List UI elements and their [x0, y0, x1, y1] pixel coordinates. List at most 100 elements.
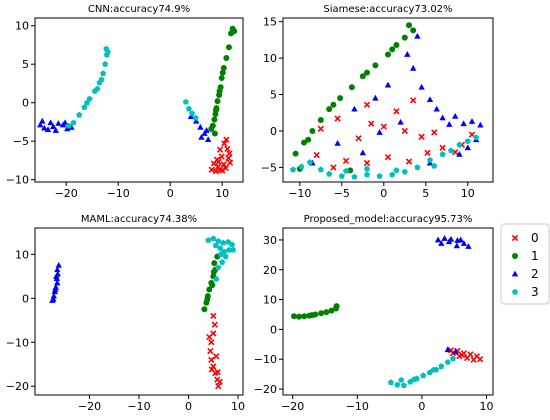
data-point-class-0: [226, 150, 233, 157]
data-point-class-0: [208, 356, 215, 364]
points: [290, 22, 484, 180]
x-tick-label: 0: [167, 187, 174, 200]
data-point-class-2: [404, 51, 411, 57]
data-point-class-3: [81, 104, 88, 110]
y-tick-label: 30: [263, 234, 277, 247]
data-point-class-2: [434, 236, 442, 243]
data-point-class-1: [218, 75, 225, 82]
data-point-class-2: [414, 32, 421, 39]
x-tick-label: 10: [231, 400, 245, 413]
data-point-class-0: [210, 160, 218, 167]
data-point-class-1: [328, 307, 335, 314]
y-tick-label: 0: [270, 125, 277, 138]
data-point-class-0: [424, 149, 431, 157]
data-point-class-3: [220, 239, 227, 246]
data-point-class-1: [372, 62, 379, 69]
data-point-class-3: [86, 95, 93, 102]
data-point-class-0: [210, 312, 217, 320]
data-point-class-2: [460, 240, 468, 246]
data-point-class-1: [348, 84, 355, 91]
y-tick-label: 10: [263, 294, 277, 307]
data-point-class-0: [214, 368, 221, 376]
data-point-class-3: [217, 245, 224, 251]
data-point-class-0: [207, 347, 214, 355]
data-point-class-1: [406, 22, 412, 29]
subplot-3: MAML:accuracy74.38% −20 −10 0 10 −20 −10 0 10: [6, 214, 245, 413]
y-tick-label: 0: [270, 323, 277, 336]
data-point-class-0: [317, 125, 324, 132]
legend-label: 3: [531, 285, 539, 299]
data-point-class-0: [405, 158, 413, 165]
data-point-class-2: [334, 139, 341, 146]
data-point-class-2: [359, 149, 366, 156]
x-tick-label: −20: [78, 400, 101, 413]
subplot-title: MAML:accuracy74.38%: [81, 214, 197, 225]
data-point-class-3: [363, 165, 371, 172]
data-point-class-2: [52, 127, 59, 133]
data-point-class-1: [208, 125, 215, 132]
data-point-class-0: [410, 97, 417, 104]
data-point-class-2: [446, 121, 453, 127]
data-point-class-0: [363, 101, 371, 108]
legend: 0 1 2 3: [500, 223, 550, 305]
data-point-class-2: [50, 295, 57, 302]
data-point-class-2: [351, 105, 358, 112]
x-tick-label: −10: [346, 400, 369, 413]
data-point-class-0: [313, 151, 320, 159]
data-point-class-3: [420, 372, 427, 379]
data-point-class-3: [456, 141, 463, 148]
data-point-class-3: [394, 381, 401, 388]
x-tick-label: −20: [55, 187, 78, 200]
data-point-class-0: [208, 339, 215, 346]
data-point-class-2: [439, 114, 446, 121]
data-point-class-0: [463, 354, 471, 362]
data-point-class-0: [212, 168, 220, 175]
data-point-class-1: [211, 116, 218, 123]
data-point-class-3: [439, 151, 446, 157]
y-tick-label: 10: [263, 52, 277, 65]
data-point-class-0: [218, 153, 225, 160]
points: [49, 235, 237, 390]
y-tick-label: −5: [261, 161, 277, 174]
data-point-class-3: [363, 171, 371, 178]
data-point-class-1: [225, 44, 232, 51]
data-point-class-2: [433, 105, 440, 112]
y-tick-label: 5: [22, 58, 29, 71]
plot-frame: [282, 17, 494, 183]
data-point-class-1: [204, 296, 211, 303]
data-point-class-3: [298, 163, 305, 170]
data-point-class-0: [363, 159, 371, 167]
data-point-class-3: [182, 98, 189, 105]
y-tick-label: 10: [15, 20, 29, 33]
data-point-class-0: [211, 321, 218, 328]
data-point-class-1: [290, 313, 297, 320]
data-point-class-2: [477, 121, 484, 128]
data-point-class-1: [210, 268, 217, 275]
data-point-class-2: [460, 120, 467, 127]
y-tick-label: −5: [13, 135, 29, 148]
data-point-class-2: [50, 123, 57, 129]
data-point-class-0: [384, 154, 392, 161]
data-point-class-0: [393, 108, 400, 115]
data-point-class-3: [104, 48, 111, 55]
data-point-class-3: [393, 167, 400, 173]
y-tick-label: 15: [263, 16, 277, 29]
data-point-class-2: [426, 96, 434, 103]
y-tick-label: −10: [6, 336, 29, 349]
data-point-class-2: [54, 266, 61, 273]
data-point-class-3: [464, 137, 471, 144]
data-point-class-1: [330, 101, 337, 108]
x-tick-label: −20: [281, 400, 304, 413]
subplot-title: CNN:accuracy74.9%: [88, 4, 190, 15]
y-tick-label: 0: [22, 292, 29, 305]
legend-marker-1: [512, 253, 518, 259]
data-point-class-3: [411, 376, 418, 383]
x-tick-label: −10: [127, 400, 150, 413]
data-point-class-2: [52, 286, 59, 292]
y-tick-label: −20: [6, 380, 29, 393]
data-point-class-3: [473, 134, 480, 141]
data-point-class-0: [222, 164, 230, 172]
data-point-class-1: [317, 117, 324, 124]
data-point-class-2: [41, 124, 48, 131]
data-point-class-0: [215, 158, 222, 166]
